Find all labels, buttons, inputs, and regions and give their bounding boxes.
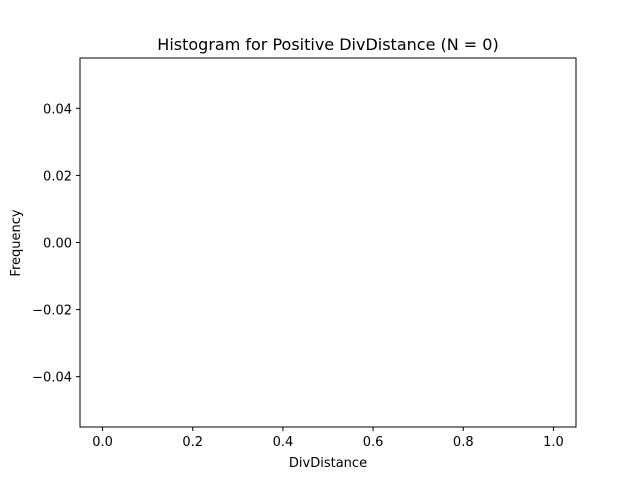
x-tick-label: 0.0 <box>92 435 113 450</box>
plot-area: 0.0 0.2 0.4 0.6 0.8 1.0 −0.04 −0.02 0.00 0.02 0.0… <box>32 57 577 450</box>
x-tick-label: 0.4 <box>273 435 294 450</box>
y-tick-label: −0.04 <box>32 371 72 386</box>
y-tick-label: −0.02 <box>32 304 72 319</box>
y-axis-ticks: −0.04 −0.02 0.00 0.02 0.04 <box>32 102 80 386</box>
x-axis-label: DivDistance <box>289 456 367 471</box>
x-tick-label: 0.6 <box>363 435 384 450</box>
x-tick-label: 1.0 <box>543 435 564 450</box>
y-axis-label: Frequency <box>9 209 24 276</box>
x-tick-label: 0.8 <box>453 435 474 450</box>
y-tick-label: 0.02 <box>43 169 72 184</box>
y-tick-label: 0.04 <box>43 102 72 117</box>
chart-title: Histogram for Positive DivDistance (N = … <box>157 35 498 54</box>
x-axis-ticks: 0.0 0.2 0.4 0.6 0.8 1.0 <box>92 427 564 450</box>
y-tick-label: 0.00 <box>43 237 72 252</box>
x-tick-label: 0.2 <box>182 435 203 450</box>
